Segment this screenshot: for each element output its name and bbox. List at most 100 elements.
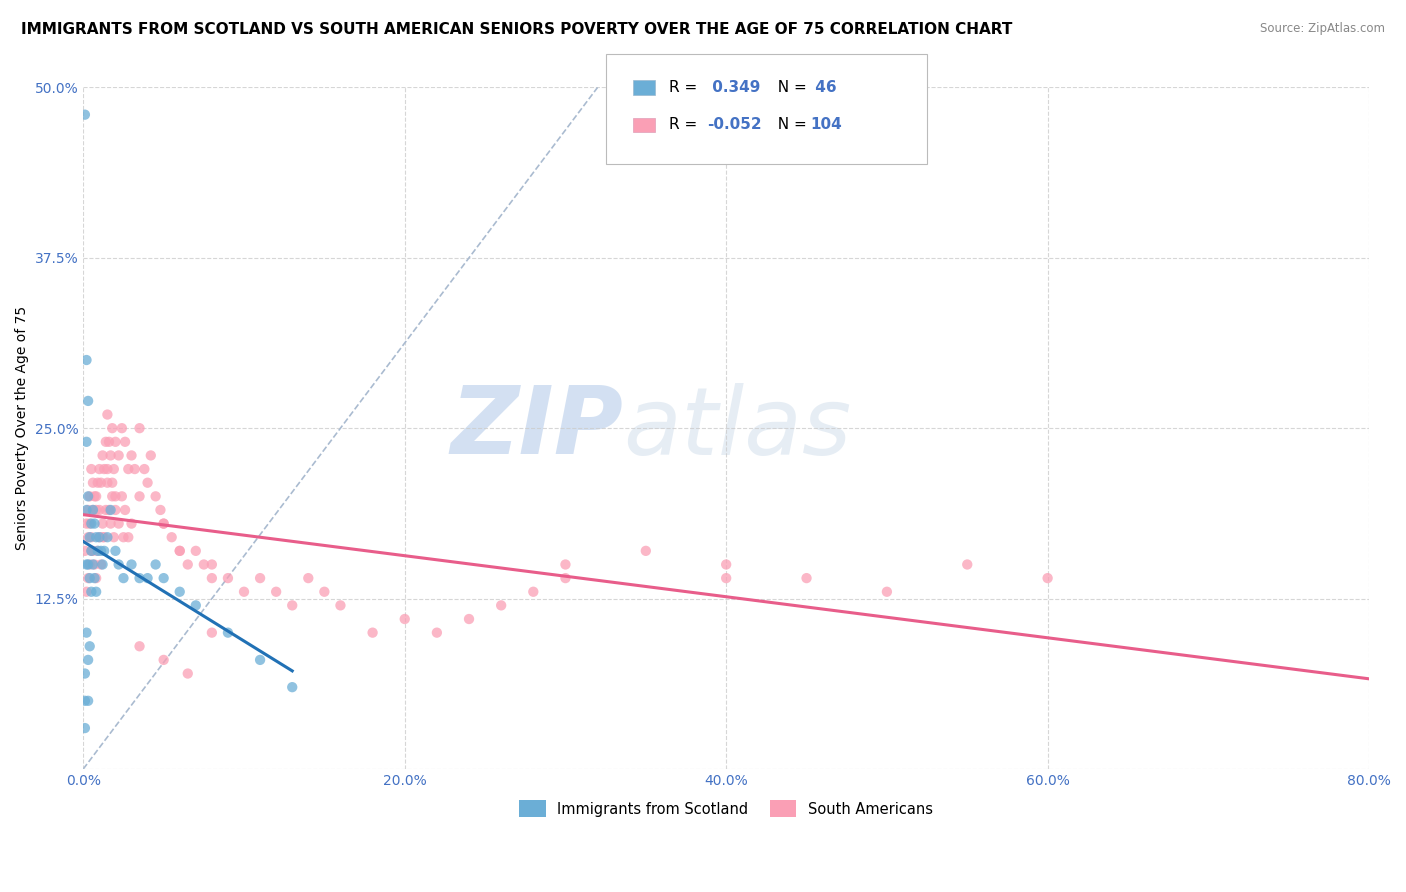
Text: -0.052: -0.052: [707, 118, 762, 132]
Point: [104, 489, 127, 503]
Text: 104: 104: [810, 118, 842, 132]
Point: [84, 530, 107, 544]
Point: [361, 625, 384, 640]
Point: [152, 653, 174, 667]
Point: [714, 571, 737, 585]
Point: [297, 571, 319, 585]
Point: [201, 558, 224, 572]
Point: [73, 721, 96, 735]
Point: [84, 503, 107, 517]
Point: [76, 503, 98, 517]
Point: [96, 408, 118, 422]
Point: [73, 108, 96, 122]
Point: [217, 571, 239, 585]
Point: [80, 516, 103, 531]
Point: [89, 503, 111, 517]
Point: [103, 530, 125, 544]
Point: [458, 612, 481, 626]
Point: [184, 544, 207, 558]
Point: [714, 558, 737, 572]
Point: [89, 530, 111, 544]
Point: [91, 558, 114, 572]
Point: [90, 558, 112, 572]
Point: [91, 530, 114, 544]
Point: [121, 516, 143, 531]
Point: [128, 421, 150, 435]
Point: [82, 503, 104, 517]
Point: [394, 612, 416, 626]
Point: [128, 489, 150, 503]
Point: [796, 571, 818, 585]
Point: [139, 449, 162, 463]
Point: [233, 584, 256, 599]
Legend: Immigrants from Scotland, South Americans: Immigrants from Scotland, South American…: [513, 795, 939, 823]
Point: [121, 558, 143, 572]
Point: [93, 530, 115, 544]
Point: [107, 516, 129, 531]
Point: [152, 571, 174, 585]
Point: [314, 584, 336, 599]
Point: [77, 489, 100, 503]
Point: [87, 544, 110, 558]
Point: [103, 462, 125, 476]
Point: [82, 475, 104, 490]
Point: [201, 571, 224, 585]
Text: atlas: atlas: [623, 383, 852, 474]
Point: [329, 599, 352, 613]
Point: [112, 530, 135, 544]
Point: [128, 640, 150, 654]
Point: [111, 489, 134, 503]
Point: [121, 449, 143, 463]
Point: [80, 530, 103, 544]
Point: [100, 503, 122, 517]
Point: [84, 571, 107, 585]
Point: [91, 449, 114, 463]
Point: [79, 640, 101, 654]
Point: [489, 599, 512, 613]
Point: [554, 571, 576, 585]
Point: [79, 571, 101, 585]
Point: [73, 666, 96, 681]
Point: [73, 544, 96, 558]
Point: [152, 516, 174, 531]
Point: [98, 434, 121, 449]
Point: [83, 516, 105, 531]
Point: [94, 434, 117, 449]
Point: [554, 558, 576, 572]
Point: [145, 489, 167, 503]
Point: [169, 544, 191, 558]
Point: [94, 503, 117, 517]
Point: [96, 462, 118, 476]
Point: [96, 475, 118, 490]
Point: [249, 653, 271, 667]
Point: [76, 625, 98, 640]
Point: [107, 449, 129, 463]
Point: [82, 544, 104, 558]
Point: [169, 584, 191, 599]
Point: [1036, 571, 1059, 585]
Point: [169, 544, 191, 558]
Point: [136, 571, 159, 585]
Point: [201, 625, 224, 640]
Point: [89, 530, 111, 544]
Y-axis label: Seniors Poverty Over the Age of 75: Seniors Poverty Over the Age of 75: [15, 306, 30, 550]
Point: [77, 571, 100, 585]
Point: [104, 544, 127, 558]
Point: [101, 421, 124, 435]
Point: [79, 530, 101, 544]
Point: [145, 558, 167, 572]
Point: [281, 599, 304, 613]
Point: [101, 489, 124, 503]
Point: [90, 544, 112, 558]
Point: [80, 544, 103, 558]
Point: [89, 462, 111, 476]
Point: [104, 503, 127, 517]
Point: [124, 462, 146, 476]
Point: [136, 475, 159, 490]
Point: [77, 530, 100, 544]
Text: 0.349: 0.349: [707, 80, 761, 95]
Text: ZIP: ZIP: [450, 382, 623, 475]
Text: 46: 46: [810, 80, 837, 95]
Point: [83, 571, 105, 585]
Point: [634, 544, 657, 558]
